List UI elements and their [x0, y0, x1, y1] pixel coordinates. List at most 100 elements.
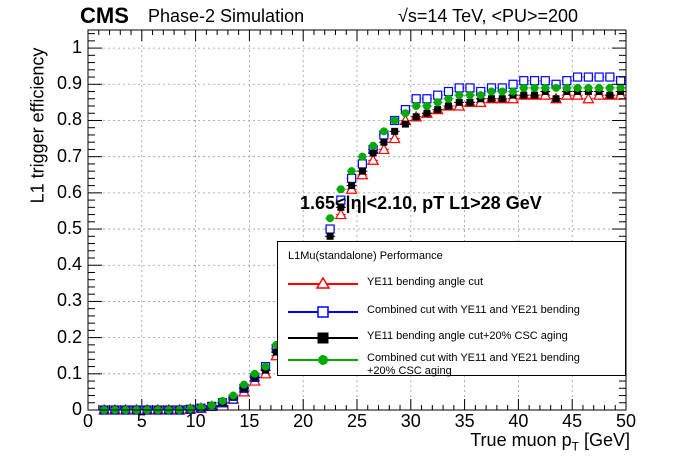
data-point: [540, 76, 550, 86]
data-point: [337, 203, 345, 211]
data-point: [369, 149, 377, 157]
data-point: [336, 185, 345, 194]
legend-entry-ye11-aging: YE11 bending angle cut+20% CSC aging: [278, 328, 625, 348]
y-tick-label: 0.3: [56, 290, 82, 311]
x-tick-label: 25: [346, 411, 368, 431]
data-point: [531, 91, 539, 99]
data-point: [466, 98, 474, 106]
data-point: [229, 391, 238, 400]
data-point: [552, 95, 560, 103]
legend-label-line1: Combined cut with YE11 and YE21 bending: [367, 352, 580, 364]
data-point: [218, 396, 227, 405]
data-point: [326, 232, 334, 240]
data-point: [616, 83, 625, 92]
data-point: [498, 95, 506, 103]
legend-label: Combined cut with YE11 and YE21 bending …: [367, 352, 580, 378]
x-tick-label: 40: [508, 411, 529, 431]
energy-label: √s=14 TeV, <PU>=200: [398, 6, 579, 26]
data-point: [594, 72, 604, 82]
data-point: [423, 109, 431, 117]
data-point: [455, 91, 464, 100]
data-point: [584, 83, 593, 92]
data-point: [412, 113, 420, 121]
x-tick-label: 5: [136, 411, 147, 431]
data-point: [508, 79, 518, 89]
data-point: [465, 91, 474, 100]
data-point: [616, 76, 626, 86]
data-point: [562, 76, 572, 86]
data-point: [334, 208, 347, 220]
data-point: [498, 87, 507, 96]
data-point: [401, 120, 409, 128]
legend-title: L1Mu(standalone) Performance: [288, 250, 443, 262]
legend-entry-ye11: YE11 bending angle cut: [278, 274, 625, 294]
legend-entry-combined: Combined cut with YE11 and YE21 bending: [278, 302, 625, 322]
data-point: [519, 76, 529, 86]
x-tick-label: 0: [82, 411, 93, 431]
data-point: [582, 92, 595, 104]
data-point: [401, 109, 410, 118]
legend-marker-filled-circle: [288, 355, 358, 365]
y-tick-label: 0.2: [56, 326, 82, 347]
data-point: [530, 83, 539, 92]
data-point: [250, 369, 259, 378]
data-point: [390, 116, 399, 125]
x-axis-title: True muon pT [GeV]: [470, 430, 630, 454]
data-point: [388, 132, 401, 144]
legend-label: YE11 bending angle cut: [367, 276, 483, 288]
data-point: [595, 83, 604, 92]
data-point: [552, 83, 561, 92]
legend-marker-open-square: [288, 306, 358, 318]
y-tick-label: 1: [71, 37, 82, 58]
simulation-label: Phase-2 Simulation: [148, 6, 305, 26]
data-point: [444, 102, 452, 110]
x-tick-label: 30: [400, 411, 421, 431]
legend-label-line2: +20% CSC aging: [367, 365, 452, 377]
data-point: [422, 94, 432, 104]
y-tick-label: 0.6: [56, 181, 82, 202]
data-point: [412, 102, 421, 110]
x-tick-label: 35: [454, 411, 475, 431]
x-axis-title-text: True muon pT [GeV]: [470, 430, 630, 454]
x-tick-label: 50: [615, 411, 637, 431]
y-tick-label: 0.9: [56, 73, 82, 94]
legend-entry-combined-aging: Combined cut with YE11 and YE21 bending …: [278, 350, 625, 377]
legend-marker-open-triangle: [288, 276, 358, 289]
y-tick-label: 0.4: [56, 254, 82, 275]
data-point: [465, 83, 475, 93]
data-point: [455, 98, 463, 106]
y-tick-label: 0.1: [56, 362, 82, 383]
data-point: [583, 72, 593, 82]
data-point: [444, 94, 453, 103]
data-point: [434, 106, 442, 114]
data-point: [562, 83, 571, 92]
data-point: [357, 159, 367, 169]
x-tick-label: 20: [293, 411, 314, 431]
data-point: [358, 152, 367, 161]
x-tick-label: 45: [562, 411, 583, 431]
data-point: [391, 127, 399, 135]
legend: L1Mu(standalone) Performance YE11 bendin…: [277, 241, 626, 377]
data-point: [605, 83, 614, 92]
data-point: [377, 143, 390, 155]
data-point: [379, 127, 388, 136]
data-point: [240, 380, 249, 389]
data-point: [272, 348, 280, 356]
data-point: [326, 214, 335, 223]
data-point: [443, 86, 454, 97]
legend-label: YE11 bending angle cut+20% CSC aging: [367, 330, 568, 342]
data-point: [422, 102, 431, 110]
y-tick-label: 0.8: [56, 109, 82, 130]
data-point: [487, 87, 496, 96]
data-point: [509, 87, 518, 96]
data-point: [519, 83, 528, 92]
data-point: [261, 362, 270, 371]
data-point: [572, 72, 583, 82]
x-tick-label: 10: [185, 411, 206, 431]
data-point: [433, 90, 443, 100]
x-axis-subscript: T: [571, 439, 579, 454]
data-point: [207, 401, 216, 410]
data-point: [520, 91, 528, 99]
data-point: [529, 76, 540, 86]
